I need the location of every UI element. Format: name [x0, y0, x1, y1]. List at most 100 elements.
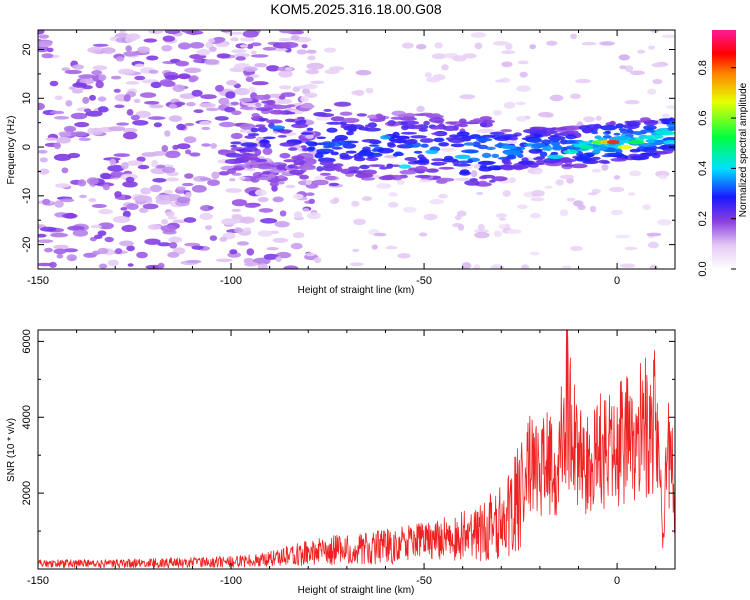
- heatmap-noise-blob: [49, 110, 65, 115]
- heatmap-noise-blob: [113, 88, 121, 93]
- heatmap-noise-blob: [95, 80, 104, 89]
- colorbar-tick-label: 0.6: [697, 110, 709, 125]
- heatmap-noise-blob: [39, 157, 48, 163]
- heatmap-ridge-blob: [545, 145, 553, 151]
- heatmap-faint-blob: [432, 53, 447, 60]
- heatmap-faint-blob: [573, 200, 584, 207]
- heatmap-ridge-blob: [506, 154, 517, 160]
- heatmap-peak-blob: [655, 130, 672, 135]
- heatmap-faint-blob: [278, 85, 292, 90]
- heatmap-noise-blob: [231, 214, 243, 219]
- heatmap-noise-blob: [256, 107, 274, 112]
- heatmap-ridge-blob: [346, 131, 354, 136]
- snr-y-ticks: 2000 4000 6000: [21, 329, 675, 532]
- heatmap-faint-blob: [457, 224, 465, 231]
- heatmap-peak-blob: [547, 154, 564, 159]
- heatmap-noise-blob: [305, 69, 319, 75]
- heatmap-noise-blob: [162, 35, 175, 42]
- heatmap-ridge-blob: [438, 166, 455, 170]
- heatmap-ridge-blob: [479, 164, 488, 169]
- heatmap-faint-blob: [529, 44, 536, 50]
- heatmap-noise-blob: [184, 173, 194, 179]
- heatmap-ridge-blob: [551, 143, 560, 146]
- heatmap-faint-blob: [231, 49, 247, 54]
- heatmap-noise-blob: [123, 94, 131, 102]
- heatmap-faint-blob: [419, 232, 428, 237]
- heatmap-faint-blob: [498, 217, 506, 221]
- y-tick-label: 10: [21, 92, 33, 104]
- heatmap-ridge-blob: [361, 177, 375, 181]
- heatmap-noise-blob: [150, 81, 162, 89]
- heatmap-noise-blob: [169, 242, 178, 249]
- heatmap-ridge-blob: [533, 157, 544, 161]
- heatmap-noise-blob: [164, 30, 181, 35]
- heatmap-ridge-blob: [401, 124, 409, 131]
- heatmap-ridge-blob: [321, 141, 334, 147]
- heatmap-ridge-blob: [361, 139, 380, 143]
- heatmap-noise-blob: [191, 245, 204, 250]
- heatmap-ridge-blob: [503, 149, 521, 156]
- heatmap-noise-blob: [172, 219, 188, 224]
- heatmap-noise-blob: [246, 248, 255, 256]
- heatmap-noise-blob: [139, 92, 157, 98]
- heatmap-ridge-blob: [582, 127, 592, 134]
- heatmap-ridge-blob: [539, 151, 548, 157]
- heatmap-faint-blob: [474, 229, 490, 233]
- heatmap-noise-blob: [175, 186, 186, 191]
- spectrogram-x-ticks: -150 -100 -50 0: [27, 30, 657, 287]
- heatmap-ridge-blob: [467, 159, 474, 164]
- heatmap-ridge-blob: [262, 136, 276, 140]
- chart-title: KOM5.2025.316.18.00.G08: [270, 1, 441, 17]
- heatmap-noise-blob: [61, 167, 69, 174]
- heatmap-noise-blob: [99, 172, 112, 180]
- heatmap-ridge-blob: [631, 155, 649, 161]
- heatmap-noise-blob: [168, 104, 178, 109]
- y-tick-label: -20: [21, 237, 33, 253]
- heatmap-noise-blob: [122, 210, 131, 218]
- heatmap-ridge-blob: [582, 160, 599, 165]
- heatmap-noise-blob: [189, 152, 201, 157]
- heatmap-ridge-blob: [278, 175, 285, 180]
- heatmap-faint-blob: [479, 128, 495, 133]
- heatmap-noise-blob: [251, 81, 269, 86]
- heatmap-faint-blob: [610, 209, 623, 216]
- heatmap-ridge-blob: [640, 117, 651, 122]
- heatmap-noise-blob: [239, 123, 256, 130]
- heatmap-noise-blob: [92, 65, 108, 71]
- heatmap-noise-blob: [110, 171, 124, 178]
- heatmap-faint-blob: [647, 241, 660, 249]
- heatmap-faint-blob: [454, 177, 471, 181]
- heatmap-noise-blob: [144, 101, 160, 105]
- heatmap-peak-blob: [607, 140, 620, 145]
- heatmap-ridge-blob: [480, 122, 487, 128]
- heatmap-faint-blob: [538, 111, 554, 118]
- heatmap-ridge-blob: [364, 124, 371, 128]
- heatmap-faint-blob: [506, 229, 522, 235]
- heatmap-noise-blob: [140, 187, 152, 195]
- heatmap-noise-blob: [136, 156, 146, 162]
- colorbar-gradient: [712, 30, 736, 269]
- heatmap-faint-blob: [589, 205, 597, 213]
- heatmap-noise-blob: [135, 110, 151, 118]
- heatmap-noise-blob: [237, 241, 249, 246]
- heatmap-ridge-blob: [230, 144, 237, 148]
- heatmap-ridge-blob: [305, 141, 314, 145]
- heatmap-ridge-blob: [551, 146, 564, 151]
- heatmap-ridge-blob: [531, 142, 546, 149]
- heatmap-noise-blob: [188, 76, 197, 83]
- heatmap-noise-blob: [307, 55, 316, 61]
- heatmap-ridge-blob: [267, 173, 277, 178]
- heatmap-faint-blob: [625, 65, 634, 73]
- heatmap-ridge-blob: [423, 120, 430, 126]
- heatmap-ridge-blob: [438, 123, 445, 128]
- heatmap-noise-blob: [88, 198, 97, 203]
- heatmap-ridge-blob: [445, 121, 457, 124]
- heatmap-faint-blob: [515, 101, 526, 106]
- heatmap-noise-blob: [176, 123, 186, 131]
- heatmap-noise-blob: [91, 204, 107, 208]
- heatmap-noise-blob: [98, 263, 108, 269]
- heatmap-faint-blob: [647, 88, 657, 95]
- heatmap-ridge-blob: [533, 134, 543, 137]
- heatmap-faint-blob: [566, 197, 576, 202]
- heatmap-ridge-blob: [433, 137, 445, 143]
